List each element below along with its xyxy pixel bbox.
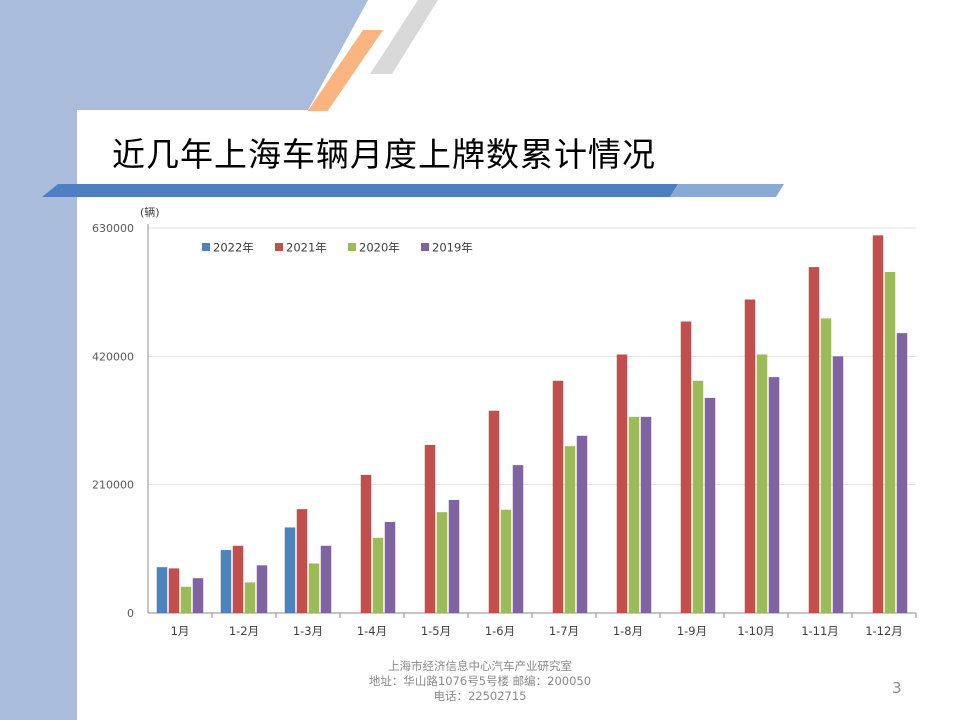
y-unit-label: (辆): [140, 205, 160, 219]
bar: [808, 267, 820, 613]
x-tick-label: 1-8月: [613, 624, 643, 638]
x-tick-label: 1-10月: [737, 624, 775, 638]
bar: [768, 377, 780, 613]
bar: [424, 444, 436, 613]
x-tick-label: 1-6月: [485, 624, 515, 638]
gray-stripe: [370, 0, 438, 74]
bar: [296, 509, 308, 613]
footer-org: 上海市经济信息中心汽车产业研究室: [388, 659, 572, 673]
bar: [156, 567, 168, 613]
bar: [256, 565, 268, 613]
title-panel: [77, 111, 960, 185]
legend-label: 2022年: [213, 241, 254, 255]
x-tick-label: 1-4月: [357, 624, 387, 638]
bar: [744, 299, 756, 613]
x-tick-label: 1-3月: [293, 624, 323, 638]
bar: [372, 537, 384, 613]
bar: [680, 321, 692, 613]
bar: [896, 333, 908, 613]
bar-chart: 0 210000 420000 630000 (辆) 1月 1-2月 1-3月 1-4月 1-5月…: [92, 205, 917, 638]
slide-title: 近几年上海车辆月度上牌数累计情况: [112, 135, 656, 174]
left-band: [0, 0, 77, 720]
x-tick-label: 1-7月: [549, 624, 579, 638]
bar: [244, 582, 256, 613]
top-band: [0, 0, 368, 110]
footer-address: 地址：华山路1076号5号楼 邮编：200050: [368, 674, 592, 688]
title-underline-bar: [42, 184, 678, 197]
x-tick-label: 1-9月: [677, 624, 707, 638]
bar: [756, 354, 768, 613]
legend-swatch: [202, 243, 210, 251]
y-tick-label: 630000: [92, 222, 134, 235]
legend-swatch: [348, 243, 356, 251]
legend-label: 2020年: [359, 241, 400, 255]
title-underline-bar-light: [670, 184, 784, 197]
footer-phone: 电话：22502715: [433, 689, 527, 703]
bar: [220, 550, 232, 613]
bar: [180, 586, 192, 613]
x-tick-label: 1-12月: [865, 624, 903, 638]
bar: [704, 397, 716, 613]
legend-swatch: [421, 243, 429, 251]
bar: [488, 410, 500, 613]
bar: [284, 527, 296, 613]
bar: [640, 416, 652, 613]
x-tick-label: 1月: [171, 624, 190, 638]
bar: [320, 545, 332, 613]
bar: [692, 380, 704, 613]
bar: [576, 435, 588, 613]
footer-info: 上海市经济信息中心汽车产业研究室 地址：华山路1076号5号楼 邮编：20005…: [330, 659, 630, 704]
orange-stripe: [307, 30, 383, 112]
bar: [436, 512, 448, 613]
bar: [564, 446, 576, 613]
bar: [628, 416, 640, 613]
bar: [168, 568, 180, 613]
page-number: 3: [892, 679, 902, 697]
bar: [512, 465, 524, 613]
bar: [308, 563, 320, 613]
bar: [552, 380, 564, 613]
x-tick-label: 1-2月: [229, 624, 259, 638]
bar: [500, 509, 512, 613]
bar: [384, 521, 396, 613]
bar: [884, 272, 896, 613]
y-tick-label: 210000: [92, 479, 134, 492]
bar: [232, 545, 244, 613]
y-tick-label: 420000: [92, 350, 134, 363]
y-tick-label: 0: [127, 607, 134, 620]
legend-swatch: [275, 243, 283, 251]
bar: [360, 474, 372, 613]
bar: [832, 356, 844, 613]
bar: [192, 578, 204, 613]
bar: [872, 235, 884, 614]
x-tick-label: 1-5月: [421, 624, 451, 638]
x-tick-label: 1-11月: [801, 624, 839, 638]
legend-label: 2021年: [286, 241, 327, 255]
bar: [448, 499, 460, 613]
bar: [616, 354, 628, 613]
bar: [820, 318, 832, 613]
legend-label: 2019年: [432, 241, 473, 255]
